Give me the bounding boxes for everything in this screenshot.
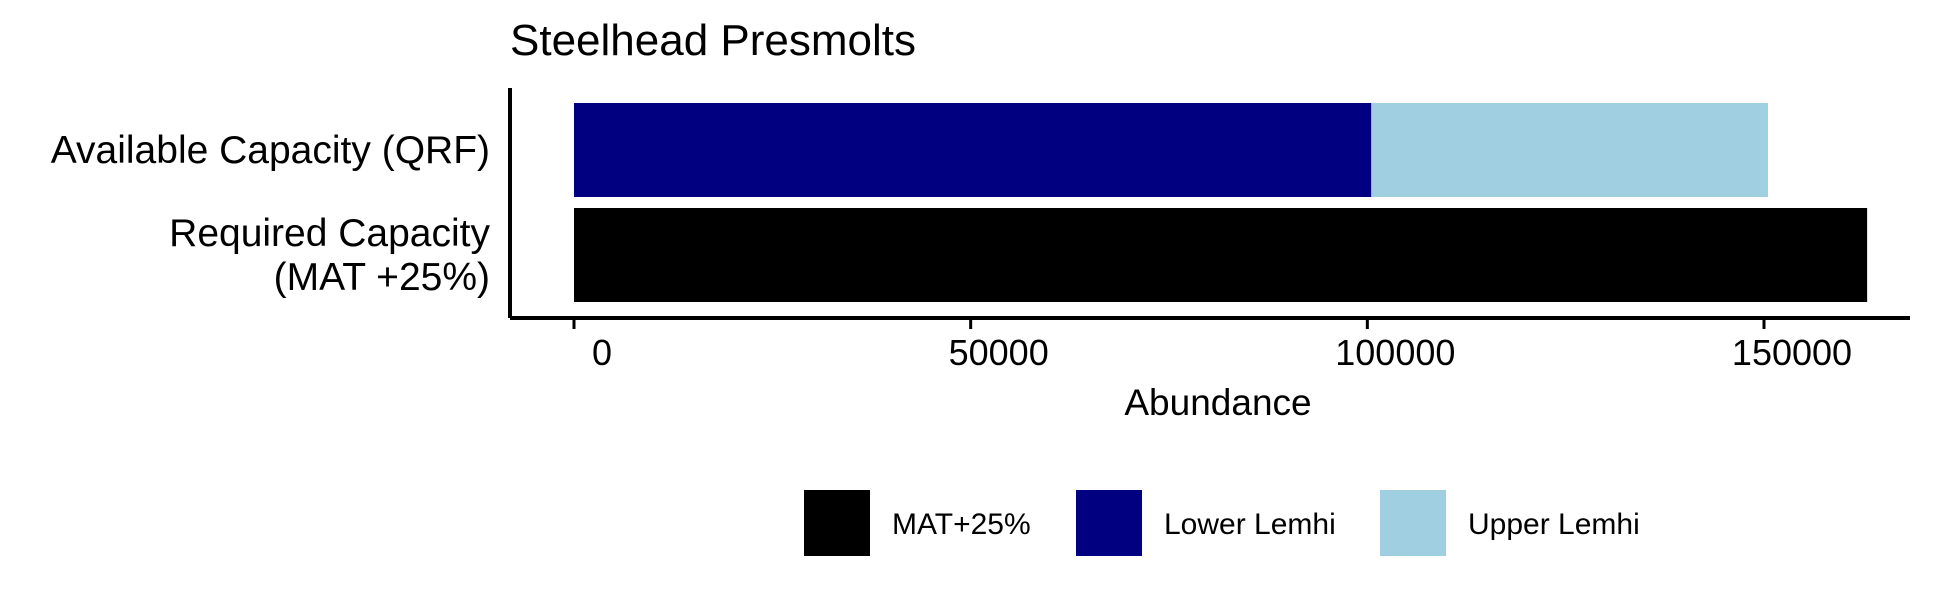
category-labels: Available Capacity (QRF) Required Capacit… xyxy=(51,129,491,299)
x-axis-title: Abundance xyxy=(1124,382,1311,423)
x-tick-label-50000: 50000 xyxy=(949,332,1049,373)
bar-qrf-upper-lemhi xyxy=(1371,103,1768,197)
legend-swatch-mat-25- xyxy=(804,490,870,556)
category-label-qrf-line-1: Available Capacity (QRF) xyxy=(51,129,490,172)
x-tick-label-150000: 150000 xyxy=(1732,332,1852,373)
legend-label-upper-lemhi: Upper Lemhi xyxy=(1468,508,1640,541)
legend-label-lower-lemhi: Lower Lemhi xyxy=(1164,508,1336,541)
x-tick-label-0: 0 xyxy=(592,332,612,373)
chart-title: Steelhead Presmolts xyxy=(510,16,916,65)
legend-swatch-lower-lemhi xyxy=(1076,490,1142,556)
bar-mat-mat-25- xyxy=(574,208,1868,302)
legend-label-mat-25-: MAT+25% xyxy=(892,508,1031,541)
bar-qrf-lower-lemhi xyxy=(574,103,1372,197)
category-label-mat-line-2: (MAT +25%) xyxy=(274,256,490,299)
legend: MAT+25% Lower Lemhi Upper Lemhi xyxy=(804,490,1640,556)
x-axis-ticks: 0 50000 100000 150000 xyxy=(572,318,1852,373)
legend-swatch-upper-lemhi xyxy=(1380,490,1446,556)
x-tick-label-100000: 100000 xyxy=(1335,332,1455,373)
bars xyxy=(574,103,1868,302)
category-label-mat-line-1: Required Capacity xyxy=(169,212,490,255)
